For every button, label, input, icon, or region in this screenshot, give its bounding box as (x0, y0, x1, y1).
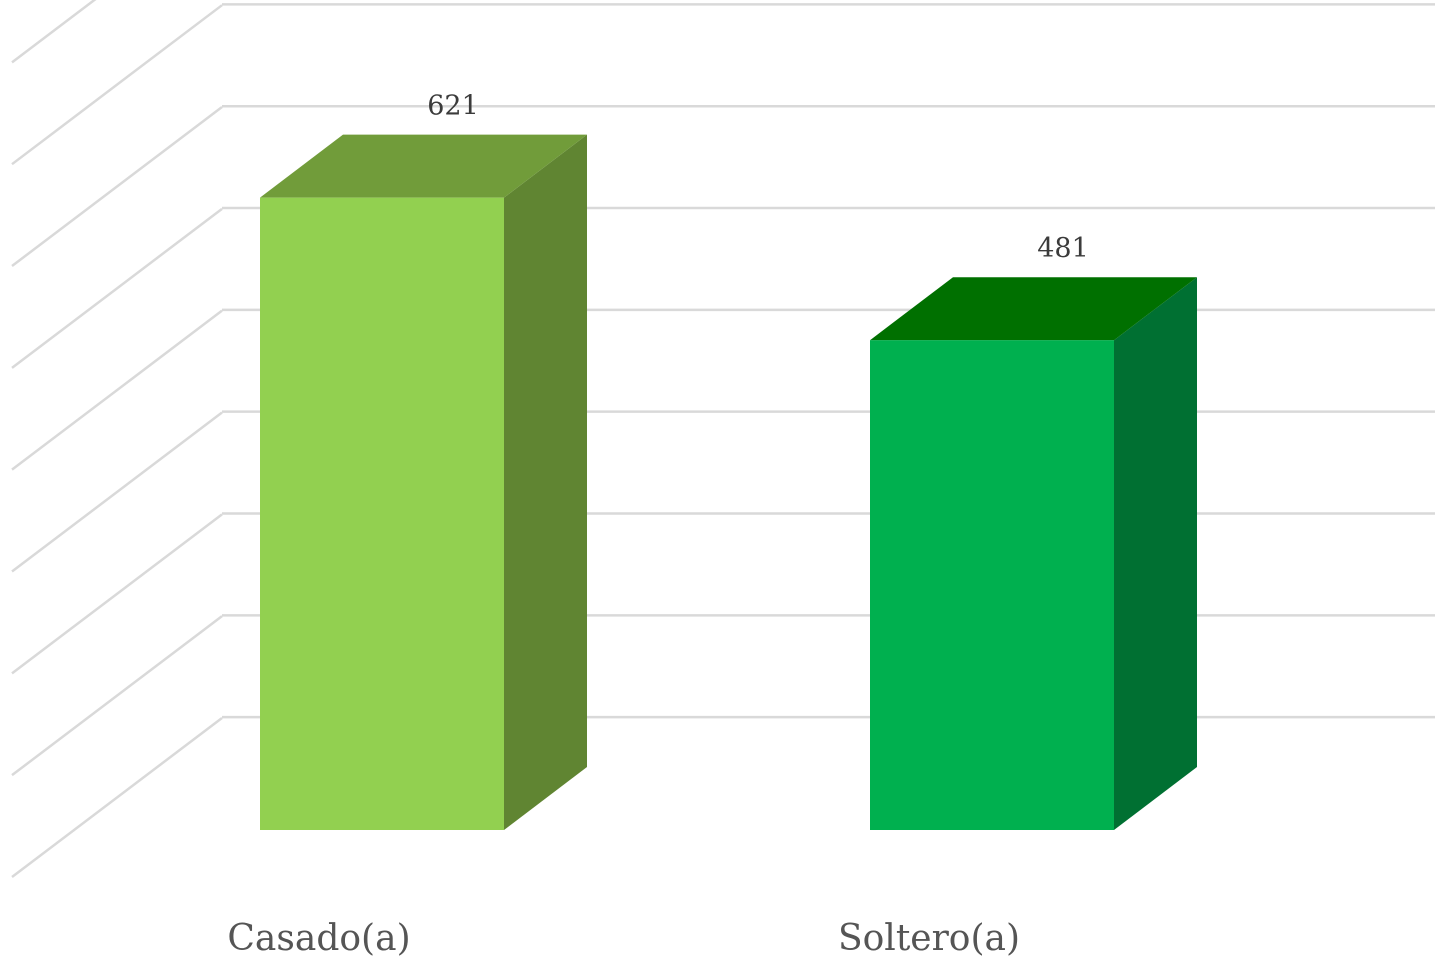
gridline-side-400 (11, 309, 223, 471)
gridline-side-300 (11, 411, 223, 573)
gridline-side-200 (11, 513, 223, 675)
bar-front-0 (260, 197, 504, 831)
data-label-0: 621 (427, 91, 479, 122)
labels: 621 Casado(a) 481 Soltero(a) (227, 91, 1088, 959)
gridline-side-500 (11, 207, 223, 369)
bar-0 (260, 134, 587, 831)
data-label-1: 481 (1037, 233, 1089, 264)
bar-front-1 (870, 340, 1114, 830)
bar-top-1 (870, 277, 1197, 341)
gridline-side-100 (11, 615, 223, 777)
bar-side-0 (504, 134, 587, 831)
gridline-side-800 (11, 0, 97, 64)
gridline-side-600 (11, 106, 223, 268)
bar-side-1 (1114, 277, 1197, 830)
category-label-1: Soltero(a) (838, 918, 1020, 959)
gridline-side-0 (11, 717, 223, 878)
gridline-side-700 (11, 4, 223, 166)
bars (260, 134, 1197, 831)
category-label-0: Casado(a) (227, 918, 410, 959)
bar-1 (870, 277, 1197, 830)
bar-top-0 (260, 134, 587, 198)
gridlines (11, 0, 1435, 878)
